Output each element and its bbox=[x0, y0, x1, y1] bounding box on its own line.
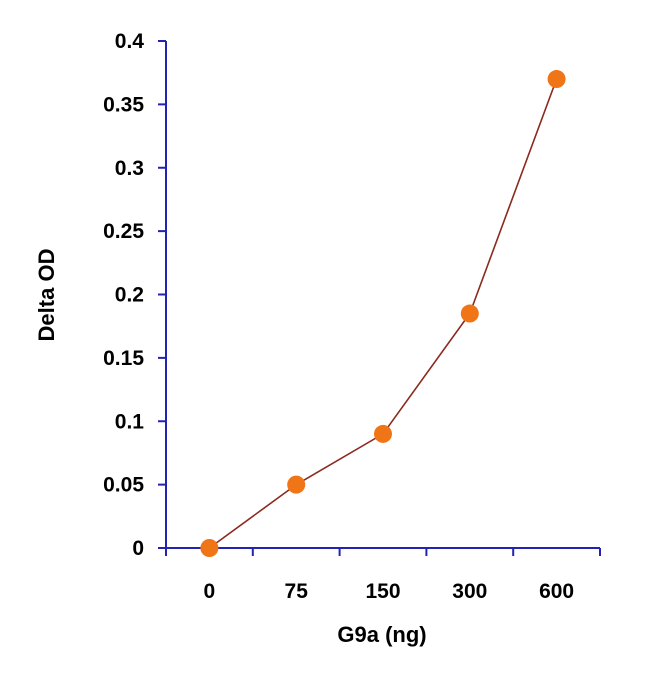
x-axis-title: G9a (ng) bbox=[337, 622, 426, 647]
x-tick-label: 0 bbox=[204, 580, 216, 603]
data-point bbox=[287, 475, 306, 494]
x-tick-label: 75 bbox=[285, 580, 309, 603]
data-point bbox=[547, 70, 566, 89]
data-point bbox=[374, 424, 392, 443]
y-tick-label: 0 bbox=[132, 537, 144, 560]
x-axis: 0 75 150 300 600 bbox=[165, 547, 601, 603]
y-tick-label: 0.35 bbox=[103, 93, 144, 116]
x-tick-label: 600 bbox=[539, 580, 574, 603]
y-tick-label: 0.05 bbox=[103, 474, 144, 497]
y-tick-label: 0.25 bbox=[103, 220, 144, 243]
y-tick-label: 0.1 bbox=[115, 410, 145, 433]
y-axis: 0 0.05 0.1 0.15 0.2 0.25 0.3 0.35 0.4 bbox=[103, 30, 167, 560]
data-point bbox=[200, 539, 219, 557]
data-series bbox=[200, 70, 566, 557]
data-point bbox=[460, 304, 479, 323]
x-tick-label: 150 bbox=[365, 580, 400, 603]
y-tick-label: 0.3 bbox=[115, 157, 144, 180]
y-tick-label: 0.4 bbox=[115, 30, 145, 53]
series-line bbox=[208, 78, 558, 549]
y-axis-title: Delta OD bbox=[34, 249, 59, 342]
y-tick-label: 0.15 bbox=[103, 347, 144, 370]
y-tick-label: 0.2 bbox=[115, 284, 144, 307]
x-tick-label: 300 bbox=[452, 580, 487, 603]
